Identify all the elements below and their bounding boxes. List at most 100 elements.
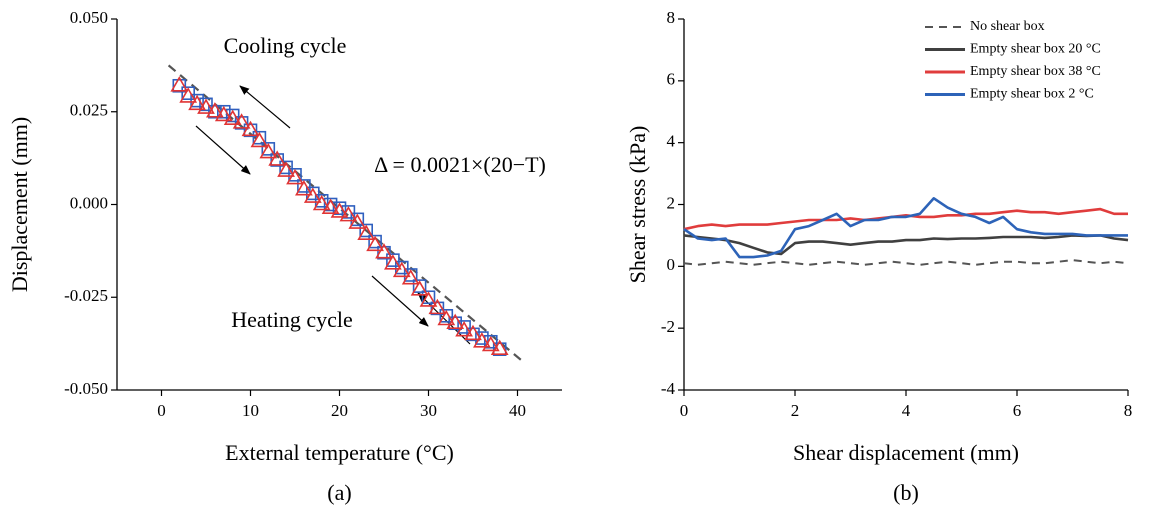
square-marker bbox=[439, 308, 454, 323]
y-axis-label: Shear stress (kPa) bbox=[625, 126, 650, 284]
triangle-marker bbox=[490, 339, 509, 355]
square-marker bbox=[350, 212, 365, 227]
square-marker bbox=[386, 253, 400, 267]
triangle-marker bbox=[197, 98, 215, 114]
triangle-marker bbox=[437, 309, 456, 326]
annotation: Δ = 0.0021×(20−T) bbox=[374, 152, 546, 177]
x-tick-label: 40 bbox=[509, 401, 526, 420]
x-tick-label: 2 bbox=[791, 401, 800, 420]
triangle-marker bbox=[295, 180, 313, 196]
panel-label: (a) bbox=[327, 480, 351, 505]
square-marker bbox=[261, 142, 276, 156]
arrow bbox=[195, 125, 251, 175]
x-tick-label: 6 bbox=[1013, 401, 1022, 420]
triangle-marker bbox=[384, 254, 402, 270]
legend-label: No shear box bbox=[970, 19, 1045, 34]
y-tick-label: 4 bbox=[667, 132, 676, 151]
triangle-marker bbox=[392, 261, 411, 278]
y-tick-label: 2 bbox=[667, 193, 676, 212]
triangle-marker bbox=[446, 313, 465, 330]
square-marker bbox=[421, 290, 436, 305]
square-marker bbox=[430, 301, 445, 316]
square-marker bbox=[359, 223, 374, 238]
triangle-marker bbox=[375, 243, 393, 259]
series-line bbox=[683, 234, 1129, 256]
x-tick-label: 0 bbox=[680, 401, 689, 420]
square-marker bbox=[288, 168, 302, 182]
y-tick-label: 6 bbox=[667, 70, 676, 89]
square-marker bbox=[394, 260, 409, 275]
triangle-marker bbox=[321, 198, 340, 215]
square-marker bbox=[466, 327, 480, 342]
square-marker bbox=[332, 201, 347, 216]
triangle-marker bbox=[428, 298, 447, 315]
square-marker bbox=[225, 108, 240, 123]
square-marker bbox=[252, 130, 267, 145]
triangle-marker bbox=[241, 120, 260, 137]
y-tick-label: -4 bbox=[661, 379, 676, 398]
arrow bbox=[371, 275, 429, 327]
triangle-marker bbox=[464, 324, 482, 341]
triangle-marker bbox=[330, 202, 349, 218]
square-marker bbox=[305, 186, 320, 201]
triangle-marker bbox=[206, 102, 224, 118]
triangle-marker bbox=[473, 332, 491, 348]
triangle-marker bbox=[277, 161, 295, 177]
square-marker bbox=[190, 93, 204, 108]
triangle-marker bbox=[339, 206, 358, 222]
triangle-marker bbox=[188, 94, 206, 111]
square-marker bbox=[403, 268, 418, 282]
triangle-marker bbox=[250, 131, 269, 148]
series-line bbox=[683, 259, 1129, 266]
triangle-marker bbox=[312, 194, 331, 211]
x-tick-label: 4 bbox=[902, 401, 911, 420]
legend-label: Empty shear box 20 °C bbox=[970, 42, 1101, 57]
square-marker bbox=[199, 97, 213, 112]
triangle-marker bbox=[348, 213, 367, 229]
triangle-marker bbox=[179, 87, 198, 103]
triangle-marker bbox=[214, 105, 233, 122]
square-marker bbox=[172, 78, 187, 93]
annotation: Heating cycle bbox=[231, 307, 353, 332]
triangle-marker bbox=[232, 113, 251, 129]
triangle-marker bbox=[286, 168, 304, 185]
x-tick-label: 8 bbox=[1124, 401, 1133, 420]
square-marker bbox=[270, 153, 285, 167]
arrow bbox=[239, 85, 291, 129]
square-marker bbox=[448, 316, 463, 331]
triangle-marker bbox=[401, 269, 420, 285]
square-marker bbox=[368, 234, 382, 249]
series-line bbox=[683, 197, 1128, 259]
square-marker bbox=[475, 331, 489, 345]
x-tick-label: 20 bbox=[331, 401, 348, 420]
square-marker bbox=[341, 205, 356, 219]
square-marker bbox=[217, 104, 231, 119]
y-tick-label: 0.000 bbox=[70, 193, 108, 212]
triangle-marker bbox=[481, 335, 500, 352]
y-tick-label: -2 bbox=[661, 317, 675, 336]
square-marker bbox=[279, 160, 293, 175]
triangle-marker bbox=[366, 235, 384, 252]
x-tick-label: 0 bbox=[157, 401, 166, 420]
square-marker bbox=[492, 342, 507, 356]
triangle-marker bbox=[419, 291, 438, 307]
y-tick-label: 0.050 bbox=[70, 8, 108, 27]
square-marker bbox=[377, 245, 391, 260]
x-tick-label: 10 bbox=[242, 401, 259, 420]
square-marker bbox=[323, 197, 338, 212]
triangle-marker bbox=[170, 76, 189, 92]
y-tick-label: 0.025 bbox=[70, 101, 108, 120]
square-marker bbox=[243, 123, 258, 138]
series-line bbox=[683, 207, 1128, 231]
triangle-marker bbox=[259, 142, 278, 159]
x-axis-label: Shear displacement (mm) bbox=[793, 440, 1019, 465]
triangle-marker bbox=[223, 109, 242, 125]
square-marker bbox=[181, 86, 195, 100]
triangle-marker bbox=[303, 187, 322, 203]
x-tick-label: 30 bbox=[420, 401, 437, 420]
square-marker bbox=[297, 179, 311, 193]
triangle-marker bbox=[268, 150, 287, 166]
square-marker bbox=[457, 320, 471, 334]
x-axis-label: External temperature (°C) bbox=[225, 440, 454, 465]
square-marker bbox=[314, 193, 329, 208]
